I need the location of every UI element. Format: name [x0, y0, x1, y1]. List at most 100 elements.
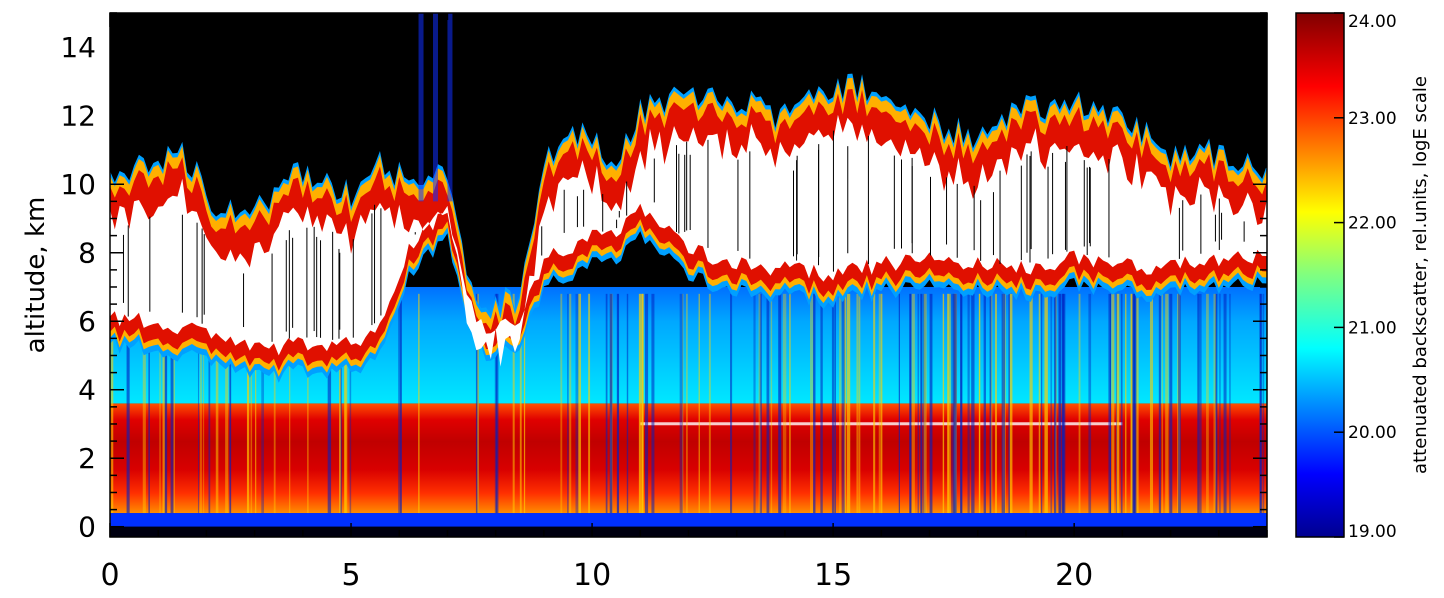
profile-streak — [1041, 293, 1043, 514]
x-tick-label: 20 — [1055, 558, 1093, 593]
profile-streak — [971, 293, 975, 514]
profile-streak — [126, 293, 130, 514]
profile-streak — [1136, 293, 1139, 514]
profile-streak — [567, 293, 569, 514]
profile-streak — [162, 293, 166, 514]
profile-streak — [843, 293, 847, 514]
colorbar-tick-label: 22.00 — [1348, 214, 1397, 234]
profile-streak — [1161, 293, 1163, 514]
profile-streak — [909, 293, 912, 514]
profile-streak — [1213, 293, 1215, 514]
profile-streak — [616, 293, 620, 514]
profile-streak — [1130, 293, 1133, 514]
y-tick-label: 0 — [78, 511, 96, 544]
backscatter-heatmap — [110, 13, 1267, 537]
colorbar-tick-label: 24.00 — [1348, 12, 1397, 32]
profile-streak — [250, 293, 253, 514]
profile-streak — [1062, 293, 1065, 514]
profile-streak — [1109, 293, 1112, 514]
profile-streak — [967, 293, 970, 514]
profile-streak — [273, 293, 276, 514]
profile-streak — [1149, 293, 1154, 514]
profile-streak — [1008, 293, 1010, 514]
profile-streak — [579, 293, 582, 514]
profile-streak — [951, 293, 955, 514]
profile-streak — [569, 293, 572, 514]
y-tick-label: 10 — [60, 168, 96, 201]
profile-streak — [1131, 293, 1135, 514]
profile-streak — [164, 293, 168, 514]
profile-streak — [838, 293, 842, 514]
profile-streak — [1229, 293, 1231, 514]
profile-streak — [1038, 293, 1041, 514]
y-tick-label: 6 — [78, 305, 96, 338]
profile-streak — [730, 293, 733, 514]
profile-streak — [159, 293, 161, 514]
profile-streak — [753, 293, 756, 514]
profile-streak — [641, 293, 644, 514]
profile-streak — [110, 293, 114, 514]
profile-streak — [148, 293, 150, 514]
profile-streak — [1260, 293, 1263, 514]
profile-streak — [708, 293, 711, 514]
profile-streak — [651, 293, 655, 514]
profile-streak — [626, 293, 629, 514]
profile-streak — [1165, 293, 1169, 514]
profile-streak — [831, 293, 835, 514]
profile-streak — [261, 293, 265, 514]
profile-streak — [1214, 293, 1218, 514]
profile-streak — [841, 293, 845, 514]
profile-streak — [1198, 293, 1202, 514]
noise-column — [418, 13, 424, 202]
profile-streak — [1050, 293, 1053, 514]
profile-streak — [512, 293, 515, 514]
profile-streak — [942, 293, 945, 514]
profile-streak — [170, 293, 174, 514]
profile-streak — [588, 293, 590, 514]
profile-streak — [911, 293, 915, 514]
y-axis: 0 2 4 6 8 10 12 14 — [60, 12, 1267, 544]
profile-streak — [1001, 293, 1006, 514]
profile-streak — [770, 293, 773, 514]
colorbar-tick-label: 23.00 — [1348, 109, 1397, 129]
profile-streak — [873, 293, 876, 514]
colorbar: 19.00 20.00 21.00 22.00 23.00 24.00 attenuate… — [1295, 12, 1431, 542]
profile-streak — [1111, 293, 1115, 514]
profile-streak — [878, 293, 883, 514]
x-tick-label: 0 — [100, 558, 119, 593]
x-tick-label: 10 — [573, 558, 611, 593]
y-axis-label: altitude, km — [21, 197, 51, 354]
profile-streak — [246, 293, 250, 514]
profile-streak — [960, 293, 963, 514]
profile-streak — [398, 293, 402, 514]
profile-streak — [909, 293, 912, 514]
profile-streak — [1206, 293, 1209, 514]
profile-streak — [1219, 293, 1221, 514]
profile-streak — [686, 293, 688, 514]
layer-surface-layer — [110, 513, 1267, 527]
profile-streak — [834, 293, 836, 514]
noise-column — [447, 13, 453, 202]
profile-streak — [1120, 293, 1123, 514]
profile-streak — [989, 293, 992, 514]
y-tick-label: 4 — [78, 374, 96, 407]
profile-streak — [1158, 293, 1161, 514]
x-tick-label: 5 — [341, 558, 360, 593]
profile-streak — [782, 293, 787, 514]
profile-streak — [1116, 293, 1120, 514]
profile-streak — [820, 293, 823, 514]
profile-streak — [289, 293, 291, 514]
profile-streak — [1125, 293, 1127, 514]
profile-streak — [994, 293, 998, 514]
profile-streak — [766, 293, 770, 514]
profile-streak — [810, 293, 814, 514]
profile-streak — [920, 293, 923, 514]
profile-streak — [898, 293, 900, 514]
profile-streak — [225, 293, 229, 514]
profile-streak — [638, 293, 642, 514]
profile-streak — [523, 293, 526, 514]
profile-streak — [1169, 293, 1173, 514]
x-axis: 0 5 10 15 20 — [100, 13, 1268, 593]
profile-streak — [400, 293, 402, 514]
